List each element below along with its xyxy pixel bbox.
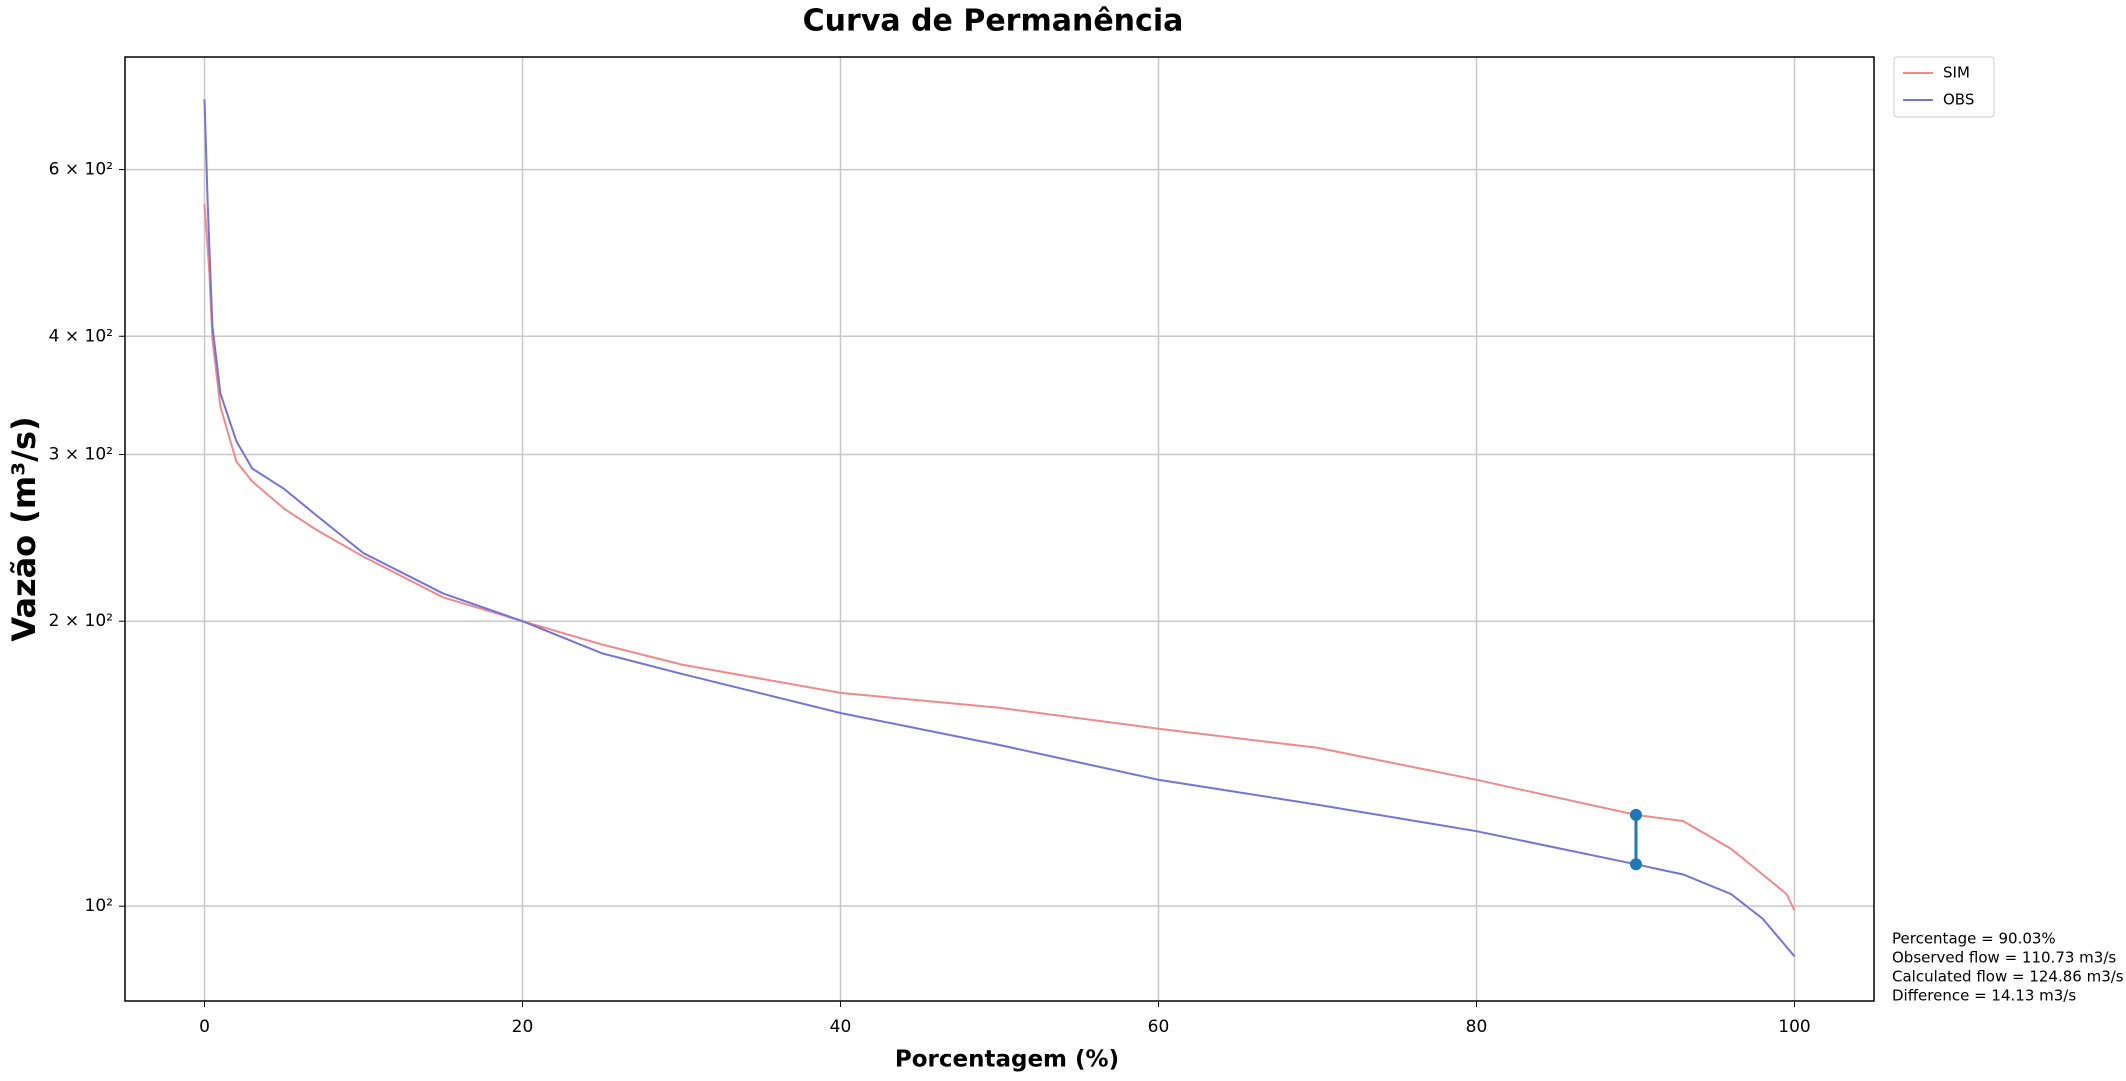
x-tick-label: 60 (1148, 1017, 1170, 1037)
x-tick-label: 0 (199, 1017, 210, 1037)
x-axis-label: Porcentagem (%) (895, 1047, 1119, 1073)
legend-label: OBS (1943, 91, 1974, 109)
y-axis-label: Vazão (m³/s) (5, 416, 43, 641)
y-tick-label: 10² (85, 896, 113, 916)
x-tick-label: 20 (512, 1017, 534, 1037)
annotation: Percentage = 90.03% (1892, 930, 2056, 948)
highlight-point (1629, 858, 1642, 871)
chart-title: Curva de Permanência (803, 4, 1184, 39)
y-tick-label: 4 × 10² (49, 326, 113, 346)
annotation: Calculated flow = 124.86 m3/s (1892, 968, 2124, 986)
series-line (203, 99, 1796, 958)
plot-frame (124, 56, 1875, 1002)
x-tick-label: 80 (1466, 1017, 1488, 1037)
legend-label: SIM (1943, 64, 1970, 82)
y-tick-label: 6 × 10² (49, 160, 113, 180)
highlight-point (1629, 808, 1642, 821)
series-line (203, 203, 1796, 911)
annotation: Observed flow = 110.73 m3/s (1892, 949, 2116, 967)
annotation: Difference = 14.13 m3/s (1892, 987, 2076, 1005)
x-tick-label: 100 (1778, 1017, 1810, 1037)
y-tick-label: 3 × 10² (49, 445, 113, 465)
y-tick-label: 2 × 10² (49, 611, 113, 631)
x-tick-label: 40 (830, 1017, 852, 1037)
